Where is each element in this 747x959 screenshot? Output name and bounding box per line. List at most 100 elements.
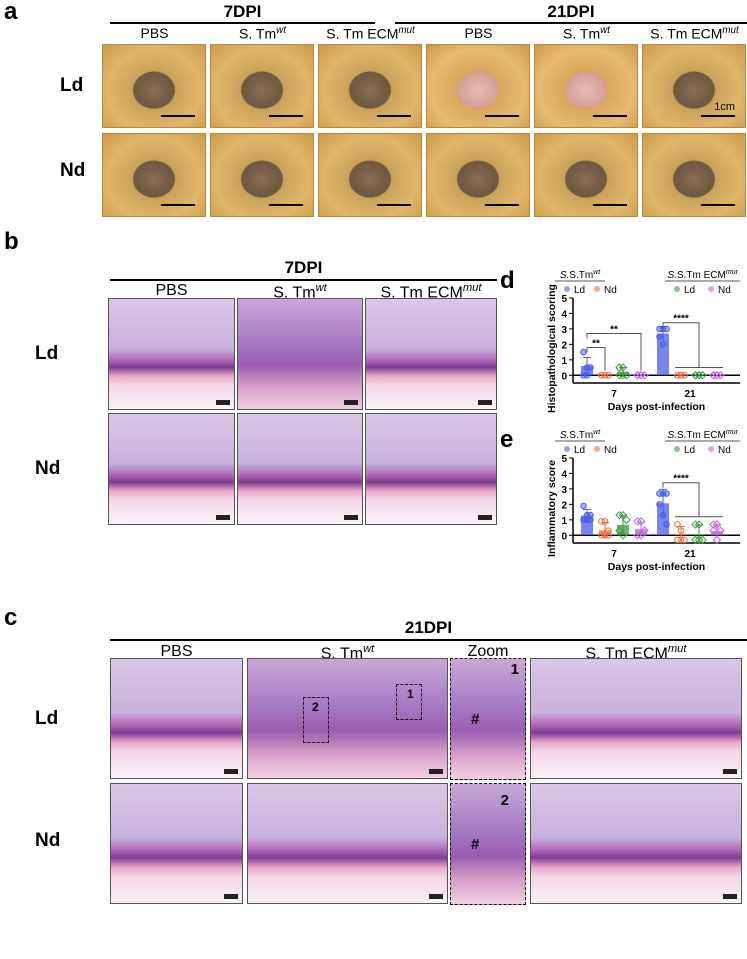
group-21dpi: 21DPI (547, 2, 595, 21)
legend-marker (564, 446, 570, 452)
legend-marker (674, 286, 680, 292)
data-point (663, 490, 670, 497)
data-point (681, 371, 688, 379)
intestine-photo (102, 44, 206, 128)
panel-c-label: c (4, 604, 18, 631)
group-7dpi: 7DPI (223, 2, 262, 21)
column-sup: wt (276, 25, 286, 36)
hash-mark: # (471, 836, 480, 853)
bar (599, 375, 611, 376)
histology-image (108, 298, 235, 410)
zoom-number: 1 (510, 661, 519, 678)
legend-group-title: S.S.Tmwt (560, 270, 601, 281)
x-tick-label: 21 (684, 389, 696, 400)
legend-label: Nd (604, 445, 617, 456)
scale-bar (485, 204, 519, 206)
histology-image (365, 298, 497, 410)
legend-label: Nd (718, 445, 731, 456)
y-tick-label: 0 (561, 371, 567, 382)
x-axis-label: Days post-infection (608, 561, 705, 573)
histology-image (237, 413, 363, 525)
data-point (663, 521, 670, 528)
chart-d: S.S.Tmwt S.S.Tm ECMmut Ld Nd Ld Nd 0 1 2 3 4 5Histo… (546, 270, 740, 413)
data-point (618, 531, 628, 540)
x-axis-label: Days post-infection (608, 401, 705, 413)
divider (110, 639, 747, 641)
panel-b-label: b (4, 228, 19, 255)
y-axis-label: Histopathological scoring (546, 284, 558, 413)
y-tick-label: 3 (561, 325, 567, 336)
data-point (598, 371, 605, 379)
divider (110, 22, 375, 24)
column-name: S. Tm ECM (650, 25, 723, 42)
y-axis-label: Inflammatory score (546, 460, 558, 557)
intestine-photo (426, 44, 530, 128)
legend-marker (594, 446, 600, 452)
column-label: PBS (426, 25, 531, 41)
hash-mark: # (471, 711, 480, 728)
scale-bar (429, 894, 443, 899)
data-point (636, 531, 646, 540)
data-point (694, 371, 704, 380)
group-21dpi: 21DPI (404, 618, 453, 637)
column-name: Zoom (467, 643, 509, 660)
row-nd: Nd (35, 458, 61, 479)
x-tick-label: 21 (684, 549, 696, 560)
data-point (622, 371, 631, 380)
histology-image (108, 413, 235, 525)
column-sup: mut (462, 282, 482, 294)
row-nd: Nd (35, 830, 61, 851)
column-name: S. Tm (239, 25, 277, 42)
y-tick-label: 1 (561, 356, 567, 367)
data-point (618, 363, 628, 372)
significance-label: ** (592, 338, 600, 349)
data-point (712, 371, 722, 380)
scale-bar (478, 400, 492, 405)
y-tick-label: 5 (561, 294, 567, 305)
data-point (712, 535, 722, 545)
data-point (605, 527, 612, 534)
y-tick-label: 2 (561, 500, 567, 511)
histology-image (365, 413, 497, 525)
zoom-box-1[interactable]: 1 (396, 684, 422, 720)
column-sup: mut (722, 25, 739, 36)
chart-e: S.S.Tmwt S.S.Tm ECMmut Ld Nd Ld Nd 0 1 2 3 4 5Infla… (546, 430, 740, 573)
column-label: Zoom (450, 643, 526, 661)
zoom-box-2[interactable]: 2 (303, 697, 329, 743)
data-point (694, 520, 704, 529)
scale-bar (593, 115, 627, 117)
legend-label: Ld (574, 285, 585, 296)
scale-bar (478, 515, 492, 520)
column-label: PBS (110, 643, 243, 661)
legend-marker (708, 446, 714, 452)
bar (675, 375, 687, 376)
data-point (598, 531, 605, 539)
row-ld: Ld (60, 75, 84, 96)
scale-label: 1cm (714, 101, 735, 113)
scale-bar (224, 894, 238, 899)
legend-marker (564, 286, 570, 292)
scale-bar (344, 515, 358, 520)
column-name: S. Tm (563, 25, 601, 42)
data-point (601, 518, 609, 525)
scale-bar (216, 400, 230, 405)
column-label: S. Tmwt (237, 282, 363, 302)
data-point (656, 501, 663, 508)
zoom-image: 2 # (450, 783, 526, 905)
column-name: S. Tm (273, 284, 316, 302)
data-point (677, 527, 685, 534)
x-tick-label: 7 (611, 389, 617, 400)
legend-group-title: S.S.Tmwt (560, 430, 601, 441)
scale-bar (344, 400, 358, 405)
x-tick-label: 7 (611, 549, 617, 560)
histology-image (530, 658, 742, 779)
data-point (677, 536, 685, 544)
column-sup: wt (600, 25, 610, 36)
scale-bar (377, 115, 411, 117)
scale-bar (161, 204, 195, 206)
column-label: S. Tm ECMmut (318, 25, 423, 42)
intestine-photo (318, 133, 422, 217)
panel-a-label: a (4, 0, 18, 25)
column-name: S. Tm ECM (326, 25, 399, 42)
data-point (583, 371, 591, 379)
